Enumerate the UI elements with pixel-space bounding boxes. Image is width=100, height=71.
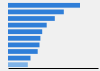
bar xyxy=(8,62,28,67)
bars xyxy=(8,3,80,67)
x-axis xyxy=(9,68,99,69)
bar xyxy=(8,49,38,54)
bar xyxy=(8,56,31,61)
bar xyxy=(8,10,64,15)
chart xyxy=(0,0,100,71)
bar xyxy=(8,16,55,21)
bar xyxy=(8,3,80,8)
x-axis-line xyxy=(9,68,99,69)
bar xyxy=(8,36,40,41)
plot xyxy=(8,3,99,69)
bar xyxy=(8,29,42,34)
bar xyxy=(8,23,47,28)
bar xyxy=(8,43,40,48)
